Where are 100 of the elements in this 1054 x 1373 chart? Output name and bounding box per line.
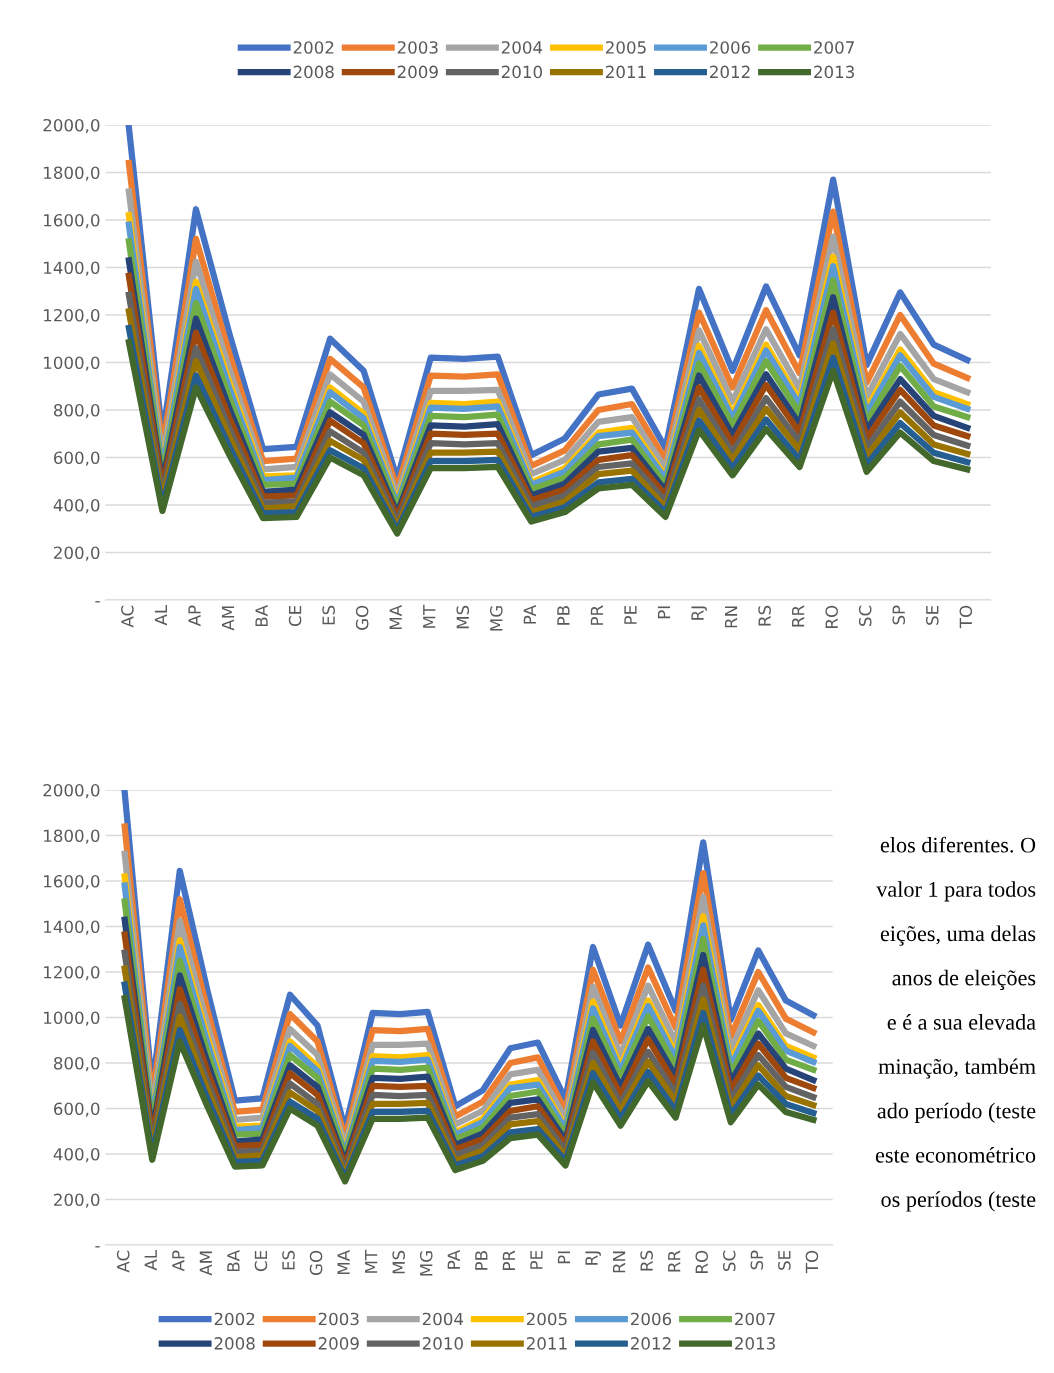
y-tick-label: 2000,0 xyxy=(43,118,100,134)
x-tick-label: PA xyxy=(447,1250,460,1269)
text: minação, também xyxy=(878,1058,1036,1079)
text: os períodos (teste xyxy=(881,1191,1036,1212)
y-tick-label: 1200,0 xyxy=(44,965,100,981)
x-tick-label: AM xyxy=(199,1251,212,1276)
legend-label: 2003 xyxy=(397,41,438,54)
x-tick-label: ES xyxy=(322,605,335,625)
x-tick-label: CE xyxy=(288,605,302,627)
y-tick-label: 800,0 xyxy=(53,1056,100,1072)
x-tick-label: PR xyxy=(502,1250,515,1270)
x-tick-label: SE xyxy=(925,605,939,625)
y-tick-label: 1400,0 xyxy=(44,261,100,276)
x-tick-label: PB xyxy=(475,1251,488,1270)
text: valor 1 para todos xyxy=(876,881,1036,902)
x-tick-label: AM xyxy=(221,606,235,631)
y-tick-label: 600,0 xyxy=(53,451,100,466)
x-tick-label: MS xyxy=(392,1250,405,1274)
text: eições, uma delas xyxy=(880,925,1036,946)
y-tick-label: 1800,0 xyxy=(44,166,100,181)
text: este econométrico xyxy=(875,1146,1036,1163)
x-tick-label: AP xyxy=(172,1250,185,1272)
legend-label: 2005 xyxy=(605,41,646,54)
x-tick-label: SC xyxy=(858,605,872,626)
x-tick-label: GO xyxy=(309,1250,323,1275)
x-tick-label: RJ xyxy=(691,606,707,620)
x-tick-label: PE xyxy=(624,605,637,624)
x-tick-label: RJ xyxy=(585,1251,601,1265)
legend-label: 2010 xyxy=(501,65,542,79)
y-tick-label: 1000,0 xyxy=(44,356,100,371)
x-tick-label: PI xyxy=(557,1251,571,1264)
x-tick-label: PB xyxy=(557,606,570,625)
y-tick-label: - xyxy=(95,601,100,603)
x-tick-label: MS xyxy=(456,605,470,629)
x-tick-label: MG xyxy=(419,1251,433,1276)
legend-label: 2004 xyxy=(422,1312,464,1326)
x-tick-label: RS xyxy=(640,1250,653,1271)
y-tick-label: 400,0 xyxy=(53,1148,100,1163)
legend-label: 2007 xyxy=(814,41,854,54)
x-tick-label: RN xyxy=(724,606,738,628)
y-tick-label: 800,0 xyxy=(53,403,100,419)
x-tick-label: SP xyxy=(892,605,906,625)
y-tick-label: 600,0 xyxy=(53,1102,100,1117)
legend-label: 2006 xyxy=(710,41,751,54)
x-tick-label: CE xyxy=(254,1250,268,1272)
x-tick-label: RN xyxy=(612,1251,626,1273)
x-tick-label: MT xyxy=(423,604,436,628)
legend-label: 2013 xyxy=(735,1337,775,1350)
x-tick-label: ES xyxy=(282,1250,295,1270)
x-tick-label: RS xyxy=(758,605,771,626)
legend-label: 2006 xyxy=(631,1312,672,1326)
x-tick-label: MT xyxy=(365,1249,378,1273)
legend-label: 2002 xyxy=(293,41,334,54)
legend-label: 2011 xyxy=(526,1337,567,1350)
legend-label: 2003 xyxy=(318,1312,359,1326)
x-tick-label: MA xyxy=(337,1250,350,1275)
y-tick-label: 1400,0 xyxy=(44,920,100,935)
x-tick-label: TO xyxy=(805,1250,819,1274)
x-tick-label: TO xyxy=(959,605,973,629)
x-tick-label: AC xyxy=(121,605,134,628)
x-tick-label: AL xyxy=(154,604,168,626)
x-tick-label: GO xyxy=(355,605,369,630)
x-tick-label: BA xyxy=(227,1250,240,1272)
x-tick-label: SE xyxy=(778,1250,791,1270)
x-tick-label: RO xyxy=(825,605,838,628)
x-tick-label: AL xyxy=(144,1249,157,1271)
y-tick-label: 400,0 xyxy=(53,498,100,514)
x-tick-label: PR xyxy=(590,605,603,625)
legend-label: 2012 xyxy=(631,1337,671,1350)
x-tick-label: RO xyxy=(695,1250,709,1273)
legend-label: 2002 xyxy=(214,1312,255,1326)
legend-label: 2011 xyxy=(605,65,646,79)
legend-label: 2004 xyxy=(501,41,543,54)
x-tick-label: PI xyxy=(657,606,671,619)
y-tick-label: - xyxy=(95,1246,100,1248)
x-tick-label: AC xyxy=(116,1250,130,1273)
legend-label: 2012 xyxy=(710,65,750,79)
x-tick-label: RR xyxy=(668,1250,681,1272)
x-tick-label: RR xyxy=(792,605,805,627)
legend-label: 2009 xyxy=(397,65,438,79)
x-tick-label: PA xyxy=(523,605,536,624)
y-tick-label: 1600,0 xyxy=(44,213,100,229)
text: ado período (teste xyxy=(877,1102,1036,1123)
x-tick-label: AP xyxy=(188,605,201,627)
legend-label: 2008 xyxy=(214,1337,255,1350)
y-tick-label: 1000,0 xyxy=(44,1011,100,1026)
x-tick-label: SP xyxy=(750,1250,764,1270)
x-tick-label: SC xyxy=(722,1250,736,1272)
text: elos diferentes. O xyxy=(880,836,1036,853)
y-tick-label: 1200,0 xyxy=(44,308,100,324)
legend-label: 2005 xyxy=(526,1312,567,1326)
legend-label: 2013 xyxy=(814,65,854,79)
y-tick-label: 200,0 xyxy=(54,1193,100,1208)
y-tick-label: 2000,0 xyxy=(43,783,100,799)
text: e é a sua elevada xyxy=(887,1014,1036,1030)
legend-label: 2008 xyxy=(293,65,334,79)
y-tick-label: 1800,0 xyxy=(44,829,100,844)
y-tick-label: 1600,0 xyxy=(44,874,100,890)
x-tick-label: MG xyxy=(490,606,503,631)
y-tick-label: 200,0 xyxy=(54,546,100,561)
